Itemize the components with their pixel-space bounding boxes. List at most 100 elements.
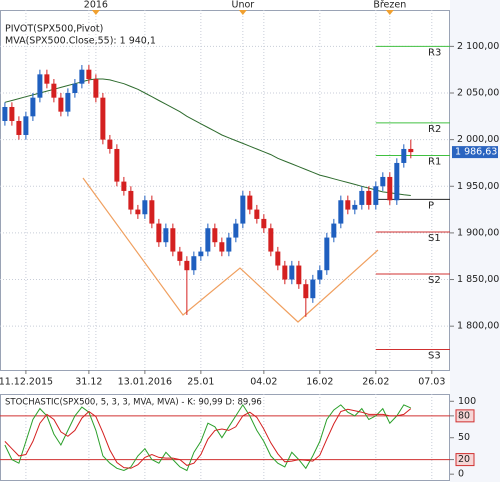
candle-body: [170, 228, 176, 252]
candle-body: [142, 200, 148, 215]
candle-body: [247, 195, 253, 210]
candle-body: [9, 106, 15, 121]
candle-body: [184, 260, 190, 271]
x-tick-label: 26.02: [362, 377, 389, 388]
pivot-label: S1: [428, 233, 441, 244]
candle-body: [212, 228, 218, 243]
x-tick-label: 31.12: [75, 377, 102, 388]
candle-body: [408, 148, 414, 153]
candle-body: [149, 200, 155, 224]
candle-body: [394, 162, 400, 201]
x-tick-label: 25.01: [187, 377, 214, 388]
candle-body: [289, 265, 295, 280]
candle-body: [331, 223, 337, 238]
stoch-frame: [0, 394, 450, 481]
candle-body: [261, 218, 267, 229]
candle-body: [37, 74, 43, 98]
period-marker: [238, 10, 247, 15]
y-tick-label: 2 100,00: [457, 41, 499, 52]
candle-body: [359, 190, 365, 205]
stoch-y-tick-label: 0: [458, 469, 464, 480]
stoch-y-tick-label: 20: [458, 454, 470, 465]
candle-body: [156, 223, 162, 243]
last-price-label: 1 986,63: [455, 147, 497, 158]
y-tick-label: 1 800,00: [457, 321, 499, 332]
candle-body: [44, 74, 50, 84]
stoch-line: [4, 403, 411, 472]
legend-pivot: PIVOT(SPX500,Pivot): [5, 24, 103, 35]
x-tick-label: 13.01.2016: [118, 377, 172, 388]
candle-body: [114, 148, 120, 182]
candle-body: [23, 116, 29, 135]
y-tick-label: 1 900,00: [457, 227, 499, 238]
candle-body: [296, 265, 302, 285]
candle-body: [268, 228, 274, 252]
candle-body: [282, 265, 288, 280]
pivot-label: R2: [428, 124, 441, 135]
candle-body: [303, 284, 309, 299]
candle-body: [135, 209, 141, 215]
candle-body: [128, 190, 134, 210]
candle-body: [121, 181, 127, 191]
candle-body: [401, 148, 407, 163]
candle-body: [373, 186, 379, 205]
axis-panel: [450, 0, 500, 482]
candle-body: [30, 97, 36, 117]
pivot-label: P: [428, 200, 434, 211]
candle-body: [198, 251, 204, 257]
candle-body: [191, 256, 197, 271]
candle-body: [317, 270, 323, 280]
candle-body: [177, 251, 183, 261]
candle-body: [163, 228, 169, 243]
candle-body: [16, 120, 22, 135]
x-tick-label: 11.12.2015: [0, 377, 53, 388]
candle-body: [58, 97, 64, 112]
pivot-label: R1: [428, 156, 441, 167]
x-tick-label: 16.02: [306, 377, 333, 388]
y-tick-label: 1 850,00: [457, 274, 499, 285]
candle-body: [345, 200, 351, 210]
candle-body: [65, 93, 71, 112]
x-tick-label: 04.02: [250, 377, 277, 388]
y-tick-label: 2 050,00: [457, 88, 499, 99]
y-tick-label: 1 950,00: [457, 181, 499, 192]
stoch-level-box: [455, 453, 475, 467]
candle-body: [2, 106, 8, 121]
stoch-y-tick-label: 80: [458, 410, 470, 421]
pivot-label: S3: [428, 350, 441, 361]
stoch-line: [4, 408, 412, 469]
period-label: Březen: [373, 0, 406, 11]
pivot-label: R3: [428, 47, 441, 58]
candle-body: [366, 190, 372, 205]
last-price-box: [452, 146, 498, 159]
candle-body: [380, 176, 386, 187]
candle-body: [100, 97, 106, 140]
candle-body: [387, 176, 393, 201]
legend-ma: MVA(SPX500.Close,55): 1 940,1: [5, 36, 156, 47]
stoch-level-box: [455, 409, 475, 423]
candle-body: [205, 228, 211, 252]
period-label: Únor: [231, 0, 254, 11]
candle-body: [79, 69, 85, 84]
candle-body: [254, 209, 260, 219]
stoch-y-tick-label: 100: [458, 396, 476, 407]
candle-body: [338, 200, 344, 224]
candle-body: [275, 251, 281, 266]
period-marker: [385, 10, 394, 15]
x-tick-label: 07.03: [418, 377, 445, 388]
stoch-y-tick-label: 50: [458, 432, 470, 443]
main-frame: [0, 10, 450, 371]
candle-body: [86, 69, 92, 80]
pivot-label: S2: [428, 275, 441, 286]
candle-body: [233, 223, 239, 238]
candle-body: [240, 195, 246, 224]
candle-body: [72, 83, 78, 94]
candle-body: [324, 237, 330, 271]
candle-body: [352, 204, 358, 210]
stoch-title: STOCHASTIC(SPX500, 5, 3, 3, MVA, MVA) - …: [5, 398, 262, 408]
candle-body: [310, 279, 316, 299]
period-label: 2016: [84, 0, 108, 11]
candle-body: [226, 237, 232, 252]
